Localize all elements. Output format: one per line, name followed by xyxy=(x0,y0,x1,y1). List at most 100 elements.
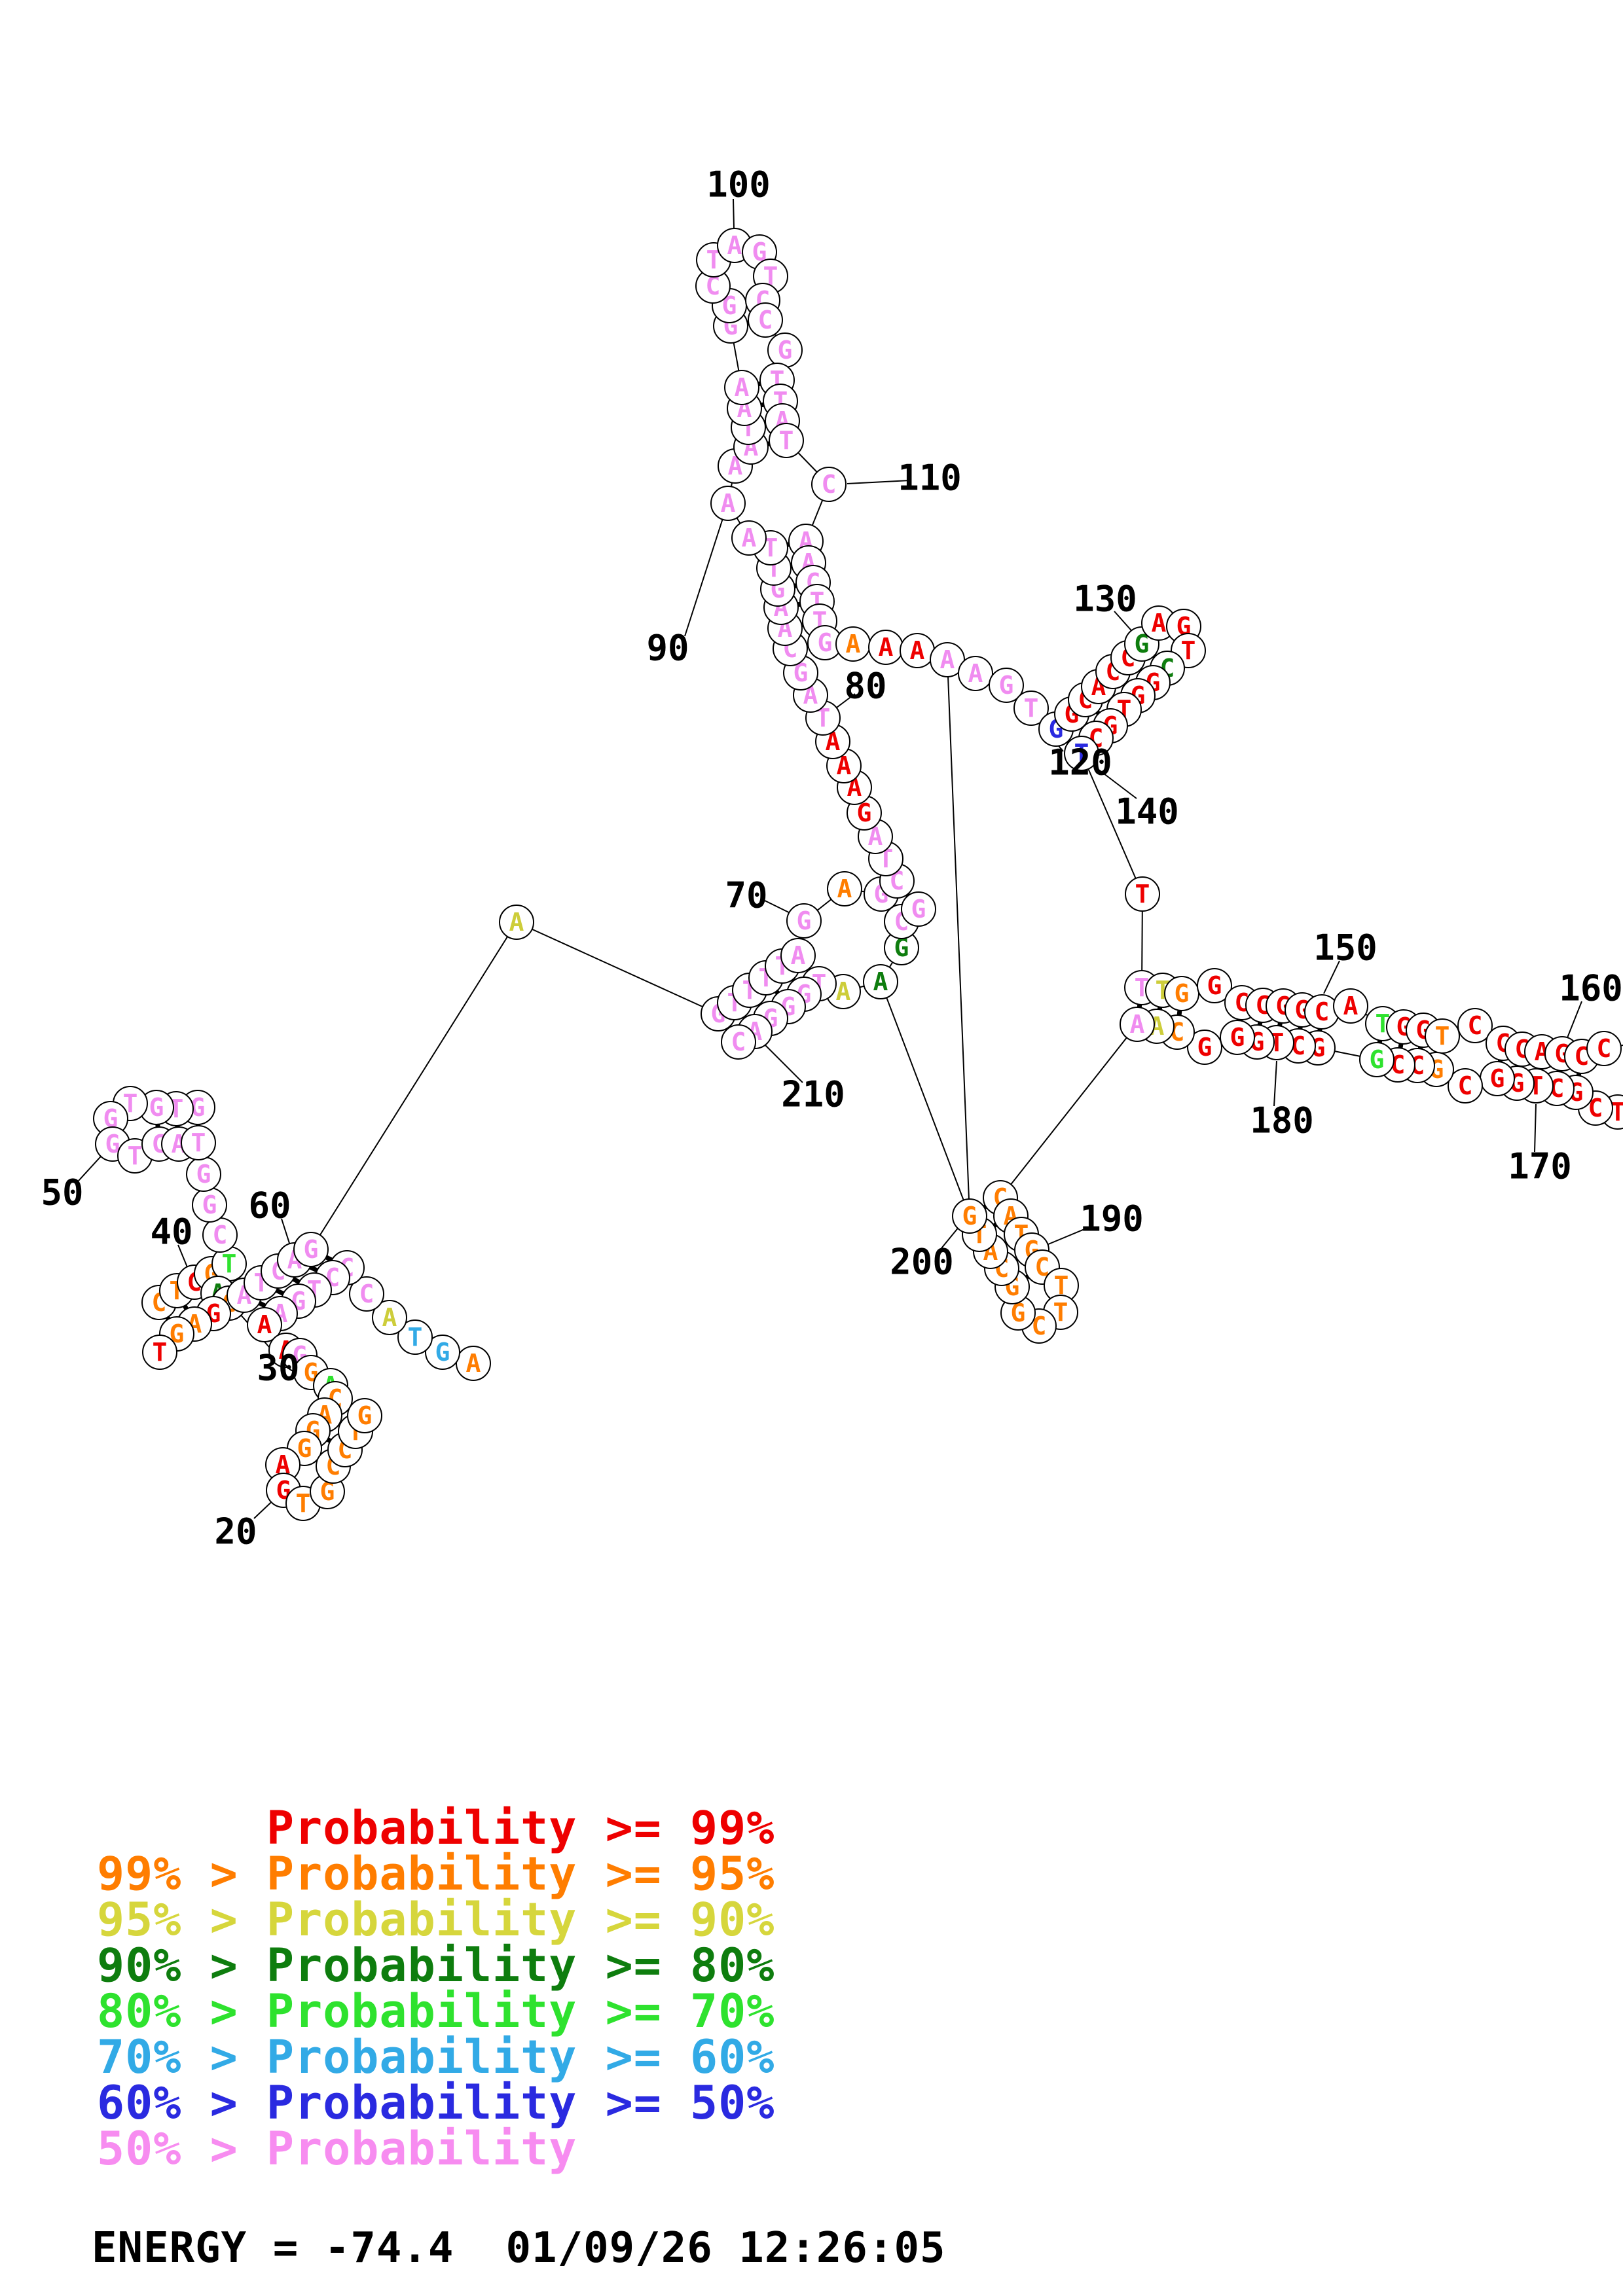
position-label: 150 xyxy=(1313,927,1377,969)
nucleotide-base-letter: G xyxy=(149,1093,164,1122)
nucleotide-base-letter: G xyxy=(752,238,767,266)
nucleotide-base-letter: A xyxy=(257,1310,272,1339)
nucleotide-base-letter: T xyxy=(816,704,831,732)
nucleotide-base-letter: G xyxy=(911,895,926,924)
nucleotide-circle xyxy=(1013,691,1049,726)
nucleotide-base-letter: A xyxy=(846,630,861,658)
nucleotide-circle xyxy=(1448,1068,1483,1103)
nucleotide-base-letter: A xyxy=(873,967,888,996)
nucleotide-base-letter: G xyxy=(103,1104,119,1133)
nucleotide-circle xyxy=(827,871,862,906)
nucleotide-base-letter: C xyxy=(213,1221,228,1249)
label-pointer-line xyxy=(760,1040,803,1083)
nucleotide-base-letter: A xyxy=(836,977,851,1006)
backbone-line xyxy=(947,659,970,1217)
position-label: 90 xyxy=(646,628,689,669)
nucleotide-base-letter: A xyxy=(868,822,883,851)
position-label: 110 xyxy=(898,457,962,499)
nucleotide-base-letter: A xyxy=(968,659,983,688)
nucleotide-base-letter: G xyxy=(1197,1033,1213,1062)
nucleotide-base-letter: G xyxy=(435,1338,450,1367)
nucleotide-circle xyxy=(721,1024,756,1060)
nucleotide-base-letter: C xyxy=(1550,1074,1565,1103)
nucleotide-circle xyxy=(397,1319,433,1355)
nucleotide-base-letter: T xyxy=(1024,694,1039,723)
nucleotide-circle xyxy=(952,1198,987,1234)
position-label: 60 xyxy=(248,1185,291,1227)
position-label: 190 xyxy=(1080,1198,1144,1240)
nucleotide-base-letter: T xyxy=(191,1128,206,1157)
nucleotide-circle xyxy=(901,891,936,927)
nucleotide-circle xyxy=(724,370,759,405)
nucleotide-base-letter: A xyxy=(879,633,894,662)
nucleotide-circle xyxy=(780,938,816,973)
nucleotide-circle xyxy=(1064,736,1099,771)
nucleotide-circle xyxy=(372,1300,407,1335)
nucleotide-base-letter: G xyxy=(304,1235,319,1264)
nucleotide-circle xyxy=(748,302,783,338)
nucleotide-base-letter: G xyxy=(1175,979,1190,1008)
nucleotide-base-letter: C xyxy=(1032,1312,1047,1340)
nucleotide-circle xyxy=(989,668,1024,703)
nucleotide-circle xyxy=(710,486,746,521)
nucleotide-circle xyxy=(1120,1007,1155,1042)
nucleotide-base-letter: G xyxy=(1370,1045,1385,1074)
nucleotide-circle xyxy=(247,1307,282,1342)
nucleotide-base-letter: G xyxy=(1230,1023,1245,1052)
nucleotide-base-letter: A xyxy=(791,941,806,970)
nucleotide-base-letter: A xyxy=(466,1349,481,1378)
position-label: 50 xyxy=(41,1172,83,1213)
nucleotide-base-letter: G xyxy=(1207,971,1222,1000)
nucleotide-circle xyxy=(293,1232,329,1267)
nucleotide-base-letter: T xyxy=(408,1323,423,1352)
nucleotide-base-letter: C xyxy=(1291,1031,1306,1060)
nucleotide-base-letter: G xyxy=(793,658,809,687)
nucleotide-base-letter: A xyxy=(837,751,852,780)
nucleotide-circle xyxy=(1333,988,1368,1024)
label-pointer-line xyxy=(1273,1060,1277,1107)
nucleotide-base-letter: T xyxy=(153,1338,168,1367)
nucleotide-base-letter: T xyxy=(1053,1298,1068,1327)
nucleotide-base-letter: G xyxy=(1135,630,1150,658)
nucleotide-base-letter: A xyxy=(727,231,742,260)
position-label: 160 xyxy=(1559,968,1623,1009)
nucleotide-circle xyxy=(1197,968,1232,1003)
position-label: 70 xyxy=(725,875,767,916)
nucleotide-base-letter: G xyxy=(962,1202,977,1230)
nucleotide-base-letter: A xyxy=(735,373,750,402)
legend-row: 99% > Probability >= 95% xyxy=(97,1847,775,1901)
nucleotide-base-letter: A xyxy=(940,645,955,674)
position-label: 140 xyxy=(1115,791,1179,833)
nucleotide-base-letter: T xyxy=(123,1089,138,1118)
nucleotide-base-letter: G xyxy=(202,1191,217,1219)
rna-secondary-structure-plot: AGTACCCTGAAAGGACAGGAGTGCCTGCTCGTCGGGTGTG… xyxy=(41,164,1623,1552)
nucleotide-base-letter: C xyxy=(822,470,837,499)
nucleotide-base-letter: G xyxy=(1011,1299,1026,1327)
nucleotide-base-letter: C xyxy=(1458,1071,1473,1100)
nucleotide-circle xyxy=(786,903,822,939)
position-label: 180 xyxy=(1250,1100,1314,1141)
label-pointer-line xyxy=(733,198,735,228)
nucleotide-base-letter: G xyxy=(1490,1064,1505,1093)
nucleotide-circle xyxy=(456,1346,491,1381)
nucleotide-base-letter: A xyxy=(910,636,925,665)
nucleotide-circle xyxy=(958,656,993,691)
nucleotide-base-letter: C xyxy=(1588,1094,1603,1122)
nucleotide-base-letter: A xyxy=(276,1450,291,1479)
nucleotide-base-letter: C xyxy=(706,272,721,300)
nucleotide-base-letter: A xyxy=(1130,1010,1145,1039)
backbone-line xyxy=(1081,753,1143,895)
nucleotide-base-letter: G xyxy=(357,1401,373,1430)
nucleotide-circle xyxy=(863,964,898,999)
probability-legend: Probability >= 99% 99% > Probability >= 9… xyxy=(97,1805,775,2172)
nucleotide-base-letter: C xyxy=(1468,1011,1483,1040)
nucleotide-circle xyxy=(425,1335,460,1370)
nucleotide-base-letter: T xyxy=(222,1249,237,1278)
legend-row: 70% > Probability >= 60% xyxy=(97,2030,775,2084)
nucleotide-base-letter: T xyxy=(1135,973,1150,1002)
label-pointer-line xyxy=(847,480,911,484)
backbone-line xyxy=(516,922,719,1014)
legend-row: 80% > Probability >= 70% xyxy=(97,1984,775,2038)
legend-row: 90% > Probability >= 80% xyxy=(97,1939,775,1992)
